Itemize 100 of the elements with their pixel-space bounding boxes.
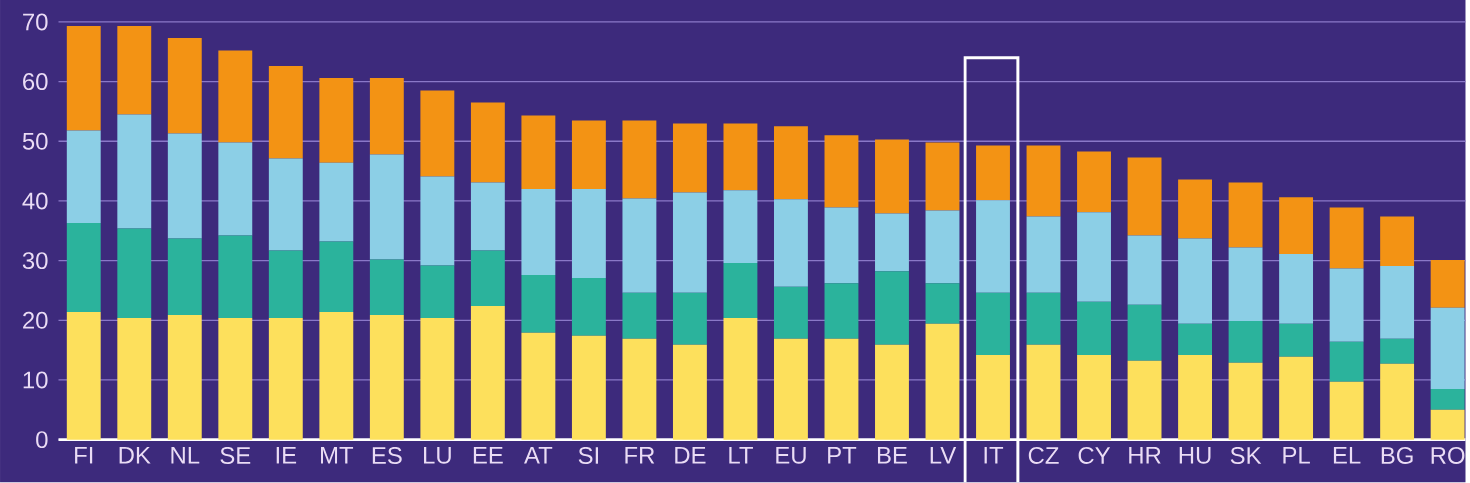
bar [521, 333, 556, 440]
bar [369, 154, 404, 260]
bar [420, 90, 455, 177]
x-tick-label: AT [524, 447, 553, 464]
bar [925, 283, 960, 325]
bar [622, 339, 657, 440]
bar [319, 78, 354, 164]
bar [1380, 364, 1415, 440]
bar [268, 318, 303, 440]
bar [1026, 293, 1061, 346]
x-tick-label: ES [372, 447, 402, 465]
bar [571, 278, 606, 337]
bar [1077, 302, 1111, 356]
x-tick-label: FI [75, 447, 93, 464]
bar [1430, 308, 1465, 390]
bar [824, 207, 859, 284]
bar [571, 120, 606, 190]
bar [774, 199, 808, 288]
bar [774, 339, 808, 440]
x-tick-label: EE [473, 447, 503, 464]
bar [723, 263, 758, 319]
bar [875, 213, 909, 272]
bar [774, 126, 808, 200]
x-tick-label: BG [1381, 447, 1413, 465]
bar [66, 26, 101, 131]
bar [875, 345, 909, 440]
y-tick-label: 10 [23, 371, 48, 389]
bar [1430, 389, 1465, 411]
bar [976, 293, 1010, 356]
bar [369, 315, 404, 440]
y-tick-label: 20 [23, 312, 48, 330]
bar [1279, 356, 1314, 440]
bar [218, 142, 253, 236]
bar [268, 250, 303, 319]
x-tick-label: SI [578, 447, 598, 465]
y-tick-label: 30 [22, 252, 48, 270]
bar [521, 189, 556, 276]
bar [470, 306, 505, 440]
bar [470, 182, 505, 251]
bar [672, 123, 707, 193]
bar [167, 133, 202, 239]
bar [1228, 362, 1263, 440]
x-tick-label: SE [220, 447, 251, 465]
bar [117, 318, 152, 440]
x-tick-label: DK [119, 447, 151, 464]
bar [1380, 216, 1415, 267]
bar [117, 228, 152, 319]
bar [925, 210, 960, 284]
bar [723, 123, 758, 191]
bar [1127, 235, 1162, 306]
bar [420, 318, 455, 440]
y-tick-label: 70 [23, 13, 48, 31]
bar [1279, 197, 1314, 255]
bar [1380, 339, 1415, 365]
bar [1228, 182, 1263, 248]
x-tick-label: MT [321, 447, 354, 464]
bar [1228, 247, 1263, 322]
x-tick-label: EL [1333, 447, 1361, 464]
bar [66, 130, 101, 224]
bar [976, 355, 1010, 440]
x-tick-label: CZ [1028, 447, 1059, 465]
bar [672, 192, 707, 294]
bar [976, 145, 1010, 201]
y-tick-label: 60 [23, 73, 48, 91]
x-tick-label: CY [1078, 447, 1111, 465]
bar [1127, 361, 1162, 440]
bar [1380, 266, 1415, 340]
bar [1178, 355, 1212, 440]
bar [319, 163, 354, 242]
bar [774, 287, 808, 340]
bar [622, 120, 657, 199]
x-tick-label: LT [729, 447, 753, 464]
bar [571, 189, 606, 279]
bar [420, 265, 455, 319]
bar [723, 318, 758, 440]
bar [925, 324, 960, 440]
bar [369, 78, 404, 155]
bar [875, 271, 909, 346]
bar [66, 312, 101, 440]
x-tick-label: PL [1283, 447, 1310, 464]
bar [167, 238, 202, 316]
bar [622, 198, 657, 294]
bar [622, 293, 657, 340]
bar [66, 223, 101, 313]
bar [1178, 238, 1212, 325]
x-tick-label: FR [625, 447, 655, 464]
bar [167, 38, 202, 134]
bar [1329, 382, 1364, 440]
bar [1178, 324, 1212, 356]
bar [1329, 342, 1364, 382]
bar [1430, 260, 1465, 309]
bar [369, 259, 404, 316]
x-tick-label: LU [424, 447, 451, 464]
y-tick-label: 0 [36, 431, 48, 449]
bar [117, 114, 152, 229]
bar [824, 135, 859, 208]
bar [571, 336, 606, 440]
bar [117, 26, 152, 115]
x-tick-label: PT [828, 447, 857, 464]
x-tick-label: SK [1230, 447, 1262, 465]
